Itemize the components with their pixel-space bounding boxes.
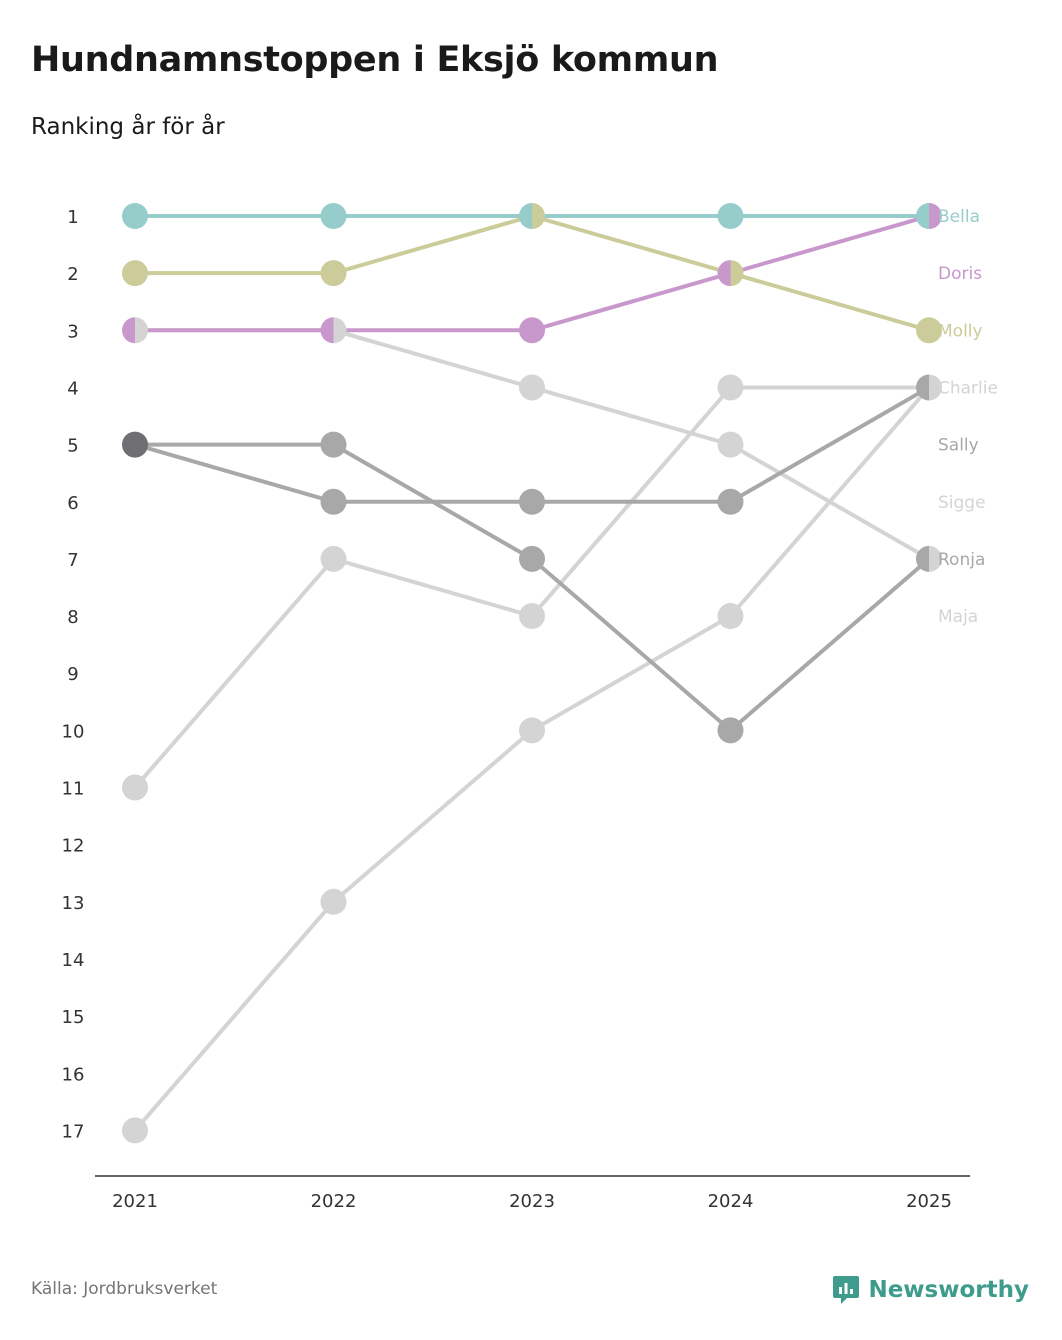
source-note: Källa: Jordbruksverket bbox=[31, 1279, 218, 1299]
x-tick-label: 2025 bbox=[906, 1191, 952, 1212]
point-bella-half bbox=[519, 203, 532, 229]
point-molly bbox=[320, 260, 347, 287]
y-tick-label: 3 bbox=[67, 321, 78, 342]
y-tick-label: 10 bbox=[62, 721, 85, 742]
point-sigge-half bbox=[929, 374, 942, 401]
end-label-sally: Sally bbox=[938, 436, 979, 456]
end-label-bella: Bella bbox=[938, 207, 980, 227]
point-bella-half bbox=[916, 203, 929, 229]
y-tick-label: 14 bbox=[62, 950, 85, 971]
point-sally bbox=[519, 545, 545, 572]
point-ronja-half bbox=[929, 545, 942, 572]
point-doris-half bbox=[717, 260, 731, 287]
x-tick-label: 2022 bbox=[311, 1191, 357, 1212]
point-sally-half bbox=[916, 545, 929, 572]
point-doris-half bbox=[320, 317, 334, 344]
x-tick-label: 2021 bbox=[112, 1191, 158, 1212]
chart-subtitle: Ranking år för år bbox=[31, 114, 225, 140]
point-doris bbox=[519, 317, 545, 344]
y-tick-label: 9 bbox=[67, 664, 78, 685]
y-tick-label: 8 bbox=[67, 607, 78, 628]
point-maja bbox=[320, 545, 347, 572]
end-labels: Bella Doris Molly Charlie Sally Sigge Ronja Maj… bbox=[938, 207, 998, 627]
y-tick-label: 15 bbox=[62, 1007, 85, 1028]
x-axis-ticks: 2021 2022 2023 2024 2025 bbox=[112, 1191, 952, 1212]
y-tick-label: 16 bbox=[62, 1064, 85, 1085]
point-sigge bbox=[519, 717, 545, 744]
x-tick-label: 2024 bbox=[708, 1191, 754, 1212]
point-ronja-half bbox=[135, 317, 148, 344]
point-molly-half bbox=[532, 203, 545, 229]
y-tick-label: 4 bbox=[67, 378, 78, 399]
point-charlie bbox=[519, 488, 545, 515]
series-lines bbox=[133, 214, 931, 1133]
point-sigge bbox=[717, 603, 744, 630]
point-charlie-half bbox=[916, 374, 929, 401]
end-label-maja: Maja bbox=[938, 607, 978, 627]
y-tick-label: 5 bbox=[67, 436, 78, 457]
series-line-molly bbox=[133, 214, 931, 333]
point-ronja bbox=[519, 374, 545, 401]
point-sigge bbox=[320, 888, 347, 915]
series-markers bbox=[122, 203, 942, 1144]
y-tick-label: 6 bbox=[67, 493, 78, 514]
point-sally bbox=[717, 717, 744, 744]
point-shared bbox=[122, 431, 148, 458]
y-tick-label: 11 bbox=[62, 779, 85, 800]
end-label-charlie: Charlie bbox=[938, 378, 998, 398]
point-molly bbox=[122, 260, 148, 287]
end-label-molly: Molly bbox=[938, 321, 983, 341]
point-maja bbox=[717, 374, 744, 401]
end-label-sigge: Sigge bbox=[938, 493, 986, 513]
y-tick-label: 13 bbox=[62, 893, 85, 914]
point-molly-half bbox=[730, 260, 744, 287]
y-tick-label: 1 bbox=[67, 207, 78, 228]
point-molly bbox=[916, 317, 942, 344]
point-bella bbox=[122, 203, 148, 229]
point-ronja bbox=[717, 431, 744, 458]
y-tick-label: 2 bbox=[67, 264, 78, 285]
point-sally bbox=[320, 431, 347, 458]
end-label-ronja: Ronja bbox=[938, 550, 985, 570]
y-tick-label: 12 bbox=[62, 836, 85, 857]
point-ronja-half bbox=[333, 317, 347, 344]
point-bella bbox=[320, 203, 347, 229]
point-doris-half bbox=[929, 203, 942, 229]
brand-logo: Newsworthy bbox=[832, 1274, 1029, 1306]
point-charlie bbox=[717, 488, 744, 515]
end-label-doris: Doris bbox=[938, 264, 982, 284]
series-line-sally bbox=[133, 442, 931, 733]
brand-name: Newsworthy bbox=[868, 1277, 1029, 1303]
chart-title: Hundnamnstoppen i Eksjö kommun bbox=[31, 40, 719, 80]
point-bella bbox=[717, 203, 744, 229]
x-tick-label: 2023 bbox=[509, 1191, 555, 1212]
y-tick-label: 17 bbox=[62, 1121, 85, 1142]
point-maja bbox=[122, 774, 148, 801]
y-tick-label: 7 bbox=[67, 550, 78, 571]
point-doris-half bbox=[122, 317, 135, 344]
point-maja bbox=[519, 603, 545, 630]
point-sigge bbox=[122, 1117, 148, 1144]
newsworthy-logo-icon bbox=[833, 1276, 860, 1304]
point-charlie bbox=[320, 488, 347, 515]
